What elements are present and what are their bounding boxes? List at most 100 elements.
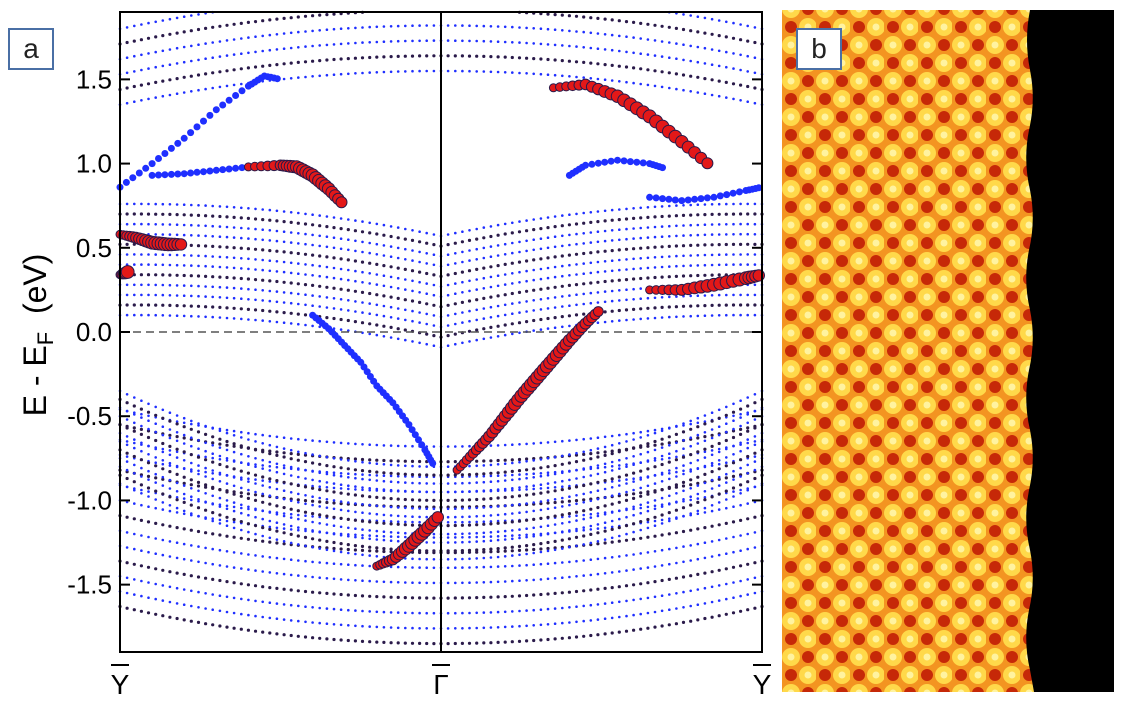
band-point [418,54,422,58]
band-point [261,467,265,470]
band-point [175,263,179,267]
band-point [503,273,507,276]
band-point [674,508,679,512]
band-point [546,216,550,219]
band-point [268,465,272,468]
band-point [496,640,500,645]
band-point [610,279,614,283]
band-point [140,399,143,403]
band-point [624,65,629,69]
band-point [304,544,307,548]
band-point [382,335,386,338]
band-point [253,448,258,452]
band-point [232,490,236,494]
band-point [603,496,607,499]
band-point [382,304,386,308]
band-point [332,286,336,290]
band-point [418,341,421,345]
band-point [639,206,642,210]
band-point [382,244,386,247]
band-point [725,65,728,69]
band-point [332,236,336,239]
band-point [232,551,236,554]
band-point [675,475,678,478]
band-point [454,532,457,536]
band-point [311,29,314,33]
band-point [675,455,678,459]
band-point [553,470,557,474]
band-point [190,559,193,562]
band-point [197,204,200,207]
band-point [525,518,529,522]
band-point [361,528,364,531]
band-point [282,557,286,561]
band-point [225,23,229,27]
band-point [732,419,735,423]
band-point [525,552,528,556]
band-point [218,245,222,249]
band-point [475,70,479,73]
band-point [682,424,685,427]
band-point [182,509,186,513]
band-point [489,285,493,289]
band-point [732,550,735,554]
band-point [739,424,742,428]
band-point [739,263,742,266]
band-marker-blue [212,106,220,114]
band-point [753,71,757,75]
band-point [568,294,571,297]
band-point [410,269,415,273]
band-point [175,616,179,621]
band-point [125,71,129,75]
band-point [410,641,415,645]
band-point [596,436,600,440]
band-point [311,213,314,216]
band-point [368,332,372,336]
band-point [282,16,286,20]
band-point [689,604,692,608]
band-point [182,425,186,429]
band-point [475,24,479,28]
band-point [133,578,136,581]
band-point [368,594,372,598]
band-point [568,274,571,277]
band-point [218,624,222,628]
band-marker-blue [193,123,201,131]
band-point [703,304,707,308]
band-point [125,576,129,580]
band-point [382,274,386,278]
band-point [147,469,150,473]
band-point [582,76,585,79]
band-point [261,517,265,521]
band-point [539,608,543,611]
band-point [553,591,557,596]
band-point [282,531,286,535]
band-point [517,260,522,264]
band-point [403,298,407,302]
band-point [696,223,700,227]
band-point [246,446,250,450]
band-point [632,455,635,458]
band-point [147,505,150,509]
band-point [425,611,429,615]
band-point [717,584,721,587]
band-point [603,48,607,51]
band-point [432,498,436,502]
band-point [517,469,522,473]
band-point [668,444,671,447]
band-point [382,547,386,551]
band-point [753,56,757,59]
band-point [154,283,157,287]
band-point [717,484,721,487]
band-point [532,578,535,582]
band-point [432,273,436,277]
band-point [525,249,528,253]
band-point [668,593,671,596]
band-point [368,312,372,316]
band-point [603,556,607,560]
band-point [518,473,521,476]
band-point [182,603,186,606]
band-point [190,254,193,257]
band-point [304,514,307,517]
band-point [511,25,514,29]
